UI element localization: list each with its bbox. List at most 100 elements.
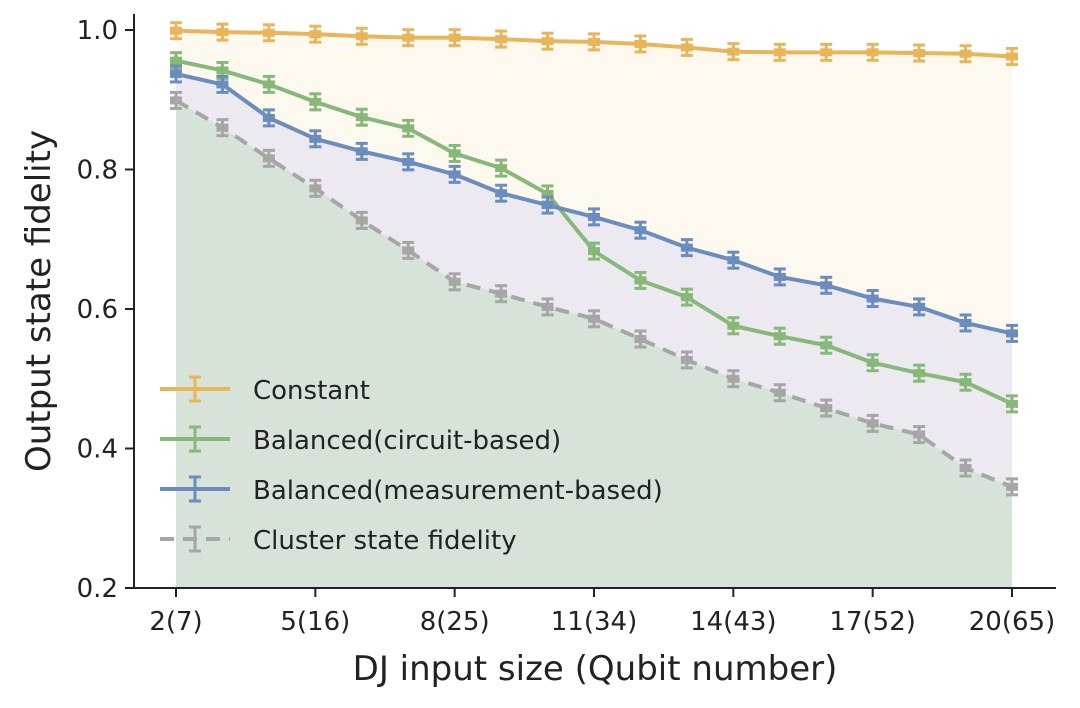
- point-constant: [170, 21, 182, 41]
- point-constant: [262, 23, 275, 43]
- legend-label: Balanced(circuit-based): [253, 426, 561, 456]
- legend-label: Constant: [253, 376, 370, 406]
- point-constant: [820, 42, 833, 62]
- series-balanced-measurement-based: [170, 64, 1018, 343]
- legend-entry-balanced-circuit-based: Balanced(circuit-based): [160, 425, 561, 456]
- point-balanced-measurement-based: [588, 207, 600, 227]
- point-balanced-measurement-based: [216, 74, 229, 94]
- point-balanced-circuit-based: [866, 353, 879, 373]
- y-axis-title: Output state fidelity: [19, 130, 59, 472]
- point-balanced-circuit-based: [727, 316, 740, 336]
- point-cluster-state-fidelity: [216, 118, 229, 138]
- point-cluster-state-fidelity: [727, 369, 740, 389]
- point-cluster-state-fidelity: [355, 210, 368, 230]
- x-tick-label: 17(52): [829, 607, 915, 637]
- point-constant: [634, 34, 647, 54]
- y-tick-label: 0.8: [77, 156, 118, 186]
- y-tick-label: 0.2: [77, 574, 118, 604]
- point-cluster-state-fidelity: [959, 458, 972, 478]
- point-balanced-circuit-based: [402, 118, 415, 138]
- point-balanced-circuit-based: [773, 326, 786, 346]
- point-balanced-measurement-based: [773, 267, 786, 287]
- point-balanced-circuit-based: [495, 158, 508, 178]
- y-tick-label: 0.6: [77, 295, 118, 325]
- x-tick-label: 5(16): [280, 607, 350, 637]
- y-tick-label: 1.0: [77, 16, 118, 46]
- point-balanced-measurement-based: [495, 183, 508, 203]
- point-balanced-measurement-based: [913, 297, 926, 317]
- point-balanced-measurement-based: [680, 238, 693, 258]
- point-cluster-state-fidelity: [448, 272, 461, 292]
- point-balanced-measurement-based: [355, 141, 368, 161]
- point-constant: [541, 31, 554, 51]
- point-balanced-circuit-based: [448, 143, 461, 163]
- point-balanced-measurement-based: [820, 275, 833, 295]
- point-cluster-state-fidelity: [913, 425, 926, 445]
- x-tick-label: 8(25): [420, 607, 490, 637]
- point-balanced-measurement-based: [866, 289, 879, 309]
- point-constant: [355, 26, 368, 46]
- point-constant: [402, 28, 415, 48]
- point-balanced-circuit-based: [913, 363, 926, 383]
- point-constant: [959, 44, 972, 64]
- point-balanced-circuit-based: [262, 74, 275, 94]
- series-constant: [170, 21, 1018, 67]
- point-constant: [866, 42, 879, 62]
- point-balanced-measurement-based: [262, 108, 275, 128]
- point-balanced-measurement-based: [170, 64, 182, 84]
- point-cluster-state-fidelity: [170, 90, 182, 110]
- point-cluster-state-fidelity: [680, 350, 693, 370]
- point-cluster-state-fidelity: [1006, 477, 1018, 497]
- legend: Constant Balanced(circuit-based) Balanced(…: [160, 375, 663, 556]
- point-cluster-state-fidelity: [309, 178, 322, 198]
- point-balanced-circuit-based: [959, 372, 972, 392]
- x-tick-label: 11(34): [551, 607, 637, 637]
- point-balanced-circuit-based: [309, 92, 322, 112]
- point-balanced-circuit-based: [1006, 394, 1018, 414]
- x-tick-label: 20(65): [969, 607, 1055, 637]
- point-cluster-state-fidelity: [495, 284, 508, 304]
- legend-entry-cluster-state-fidelity: Cluster state fidelity: [160, 525, 517, 556]
- point-constant: [448, 28, 461, 48]
- series-cluster-state-fidelity: [170, 90, 1018, 497]
- point-balanced-circuit-based: [634, 270, 647, 290]
- point-balanced-circuit-based: [820, 335, 833, 355]
- series-layer: [170, 21, 1018, 497]
- fill-cluster-state-fidelity: [176, 100, 1012, 588]
- x-ticks: 2(7) 5(16) 8(25) 11(34) 14(43) 17(52) 20(65): [149, 588, 1055, 637]
- legend-label: Cluster state fidelity: [253, 526, 517, 556]
- point-balanced-circuit-based: [680, 287, 693, 307]
- point-cluster-state-fidelity: [773, 383, 786, 403]
- point-constant: [727, 42, 740, 62]
- point-balanced-measurement-based: [309, 129, 322, 149]
- point-balanced-measurement-based: [727, 250, 740, 270]
- x-tick-label: 14(43): [690, 607, 776, 637]
- legend-entry-constant: Constant: [160, 375, 370, 406]
- point-cluster-state-fidelity: [262, 148, 275, 168]
- legend-label: Balanced(measurement-based): [253, 476, 663, 506]
- point-cluster-state-fidelity: [820, 398, 833, 418]
- point-balanced-circuit-based: [588, 241, 600, 261]
- legend-entry-balanced-measurement-based: Balanced(measurement-based): [160, 475, 663, 506]
- point-balanced-measurement-based: [448, 164, 461, 184]
- point-cluster-state-fidelity: [634, 329, 647, 349]
- point-constant: [216, 22, 229, 42]
- point-constant: [495, 29, 508, 49]
- point-cluster-state-fidelity: [541, 297, 554, 317]
- point-balanced-measurement-based: [959, 313, 972, 333]
- x-axis-title: DJ input size (Qubit number): [353, 649, 838, 689]
- y-tick-label: 0.4: [77, 435, 118, 465]
- point-cluster-state-fidelity: [588, 309, 600, 329]
- point-constant: [680, 37, 693, 57]
- point-constant: [309, 24, 322, 44]
- point-constant: [1006, 47, 1018, 67]
- point-cluster-state-fidelity: [402, 240, 415, 260]
- point-cluster-state-fidelity: [866, 413, 879, 433]
- point-balanced-measurement-based: [541, 195, 554, 215]
- point-constant: [913, 43, 926, 63]
- point-balanced-measurement-based: [1006, 323, 1018, 343]
- point-balanced-circuit-based: [355, 107, 368, 127]
- point-balanced-measurement-based: [402, 152, 415, 172]
- y-ticks: 1.0 0.8 0.6 0.4 0.2: [77, 16, 134, 604]
